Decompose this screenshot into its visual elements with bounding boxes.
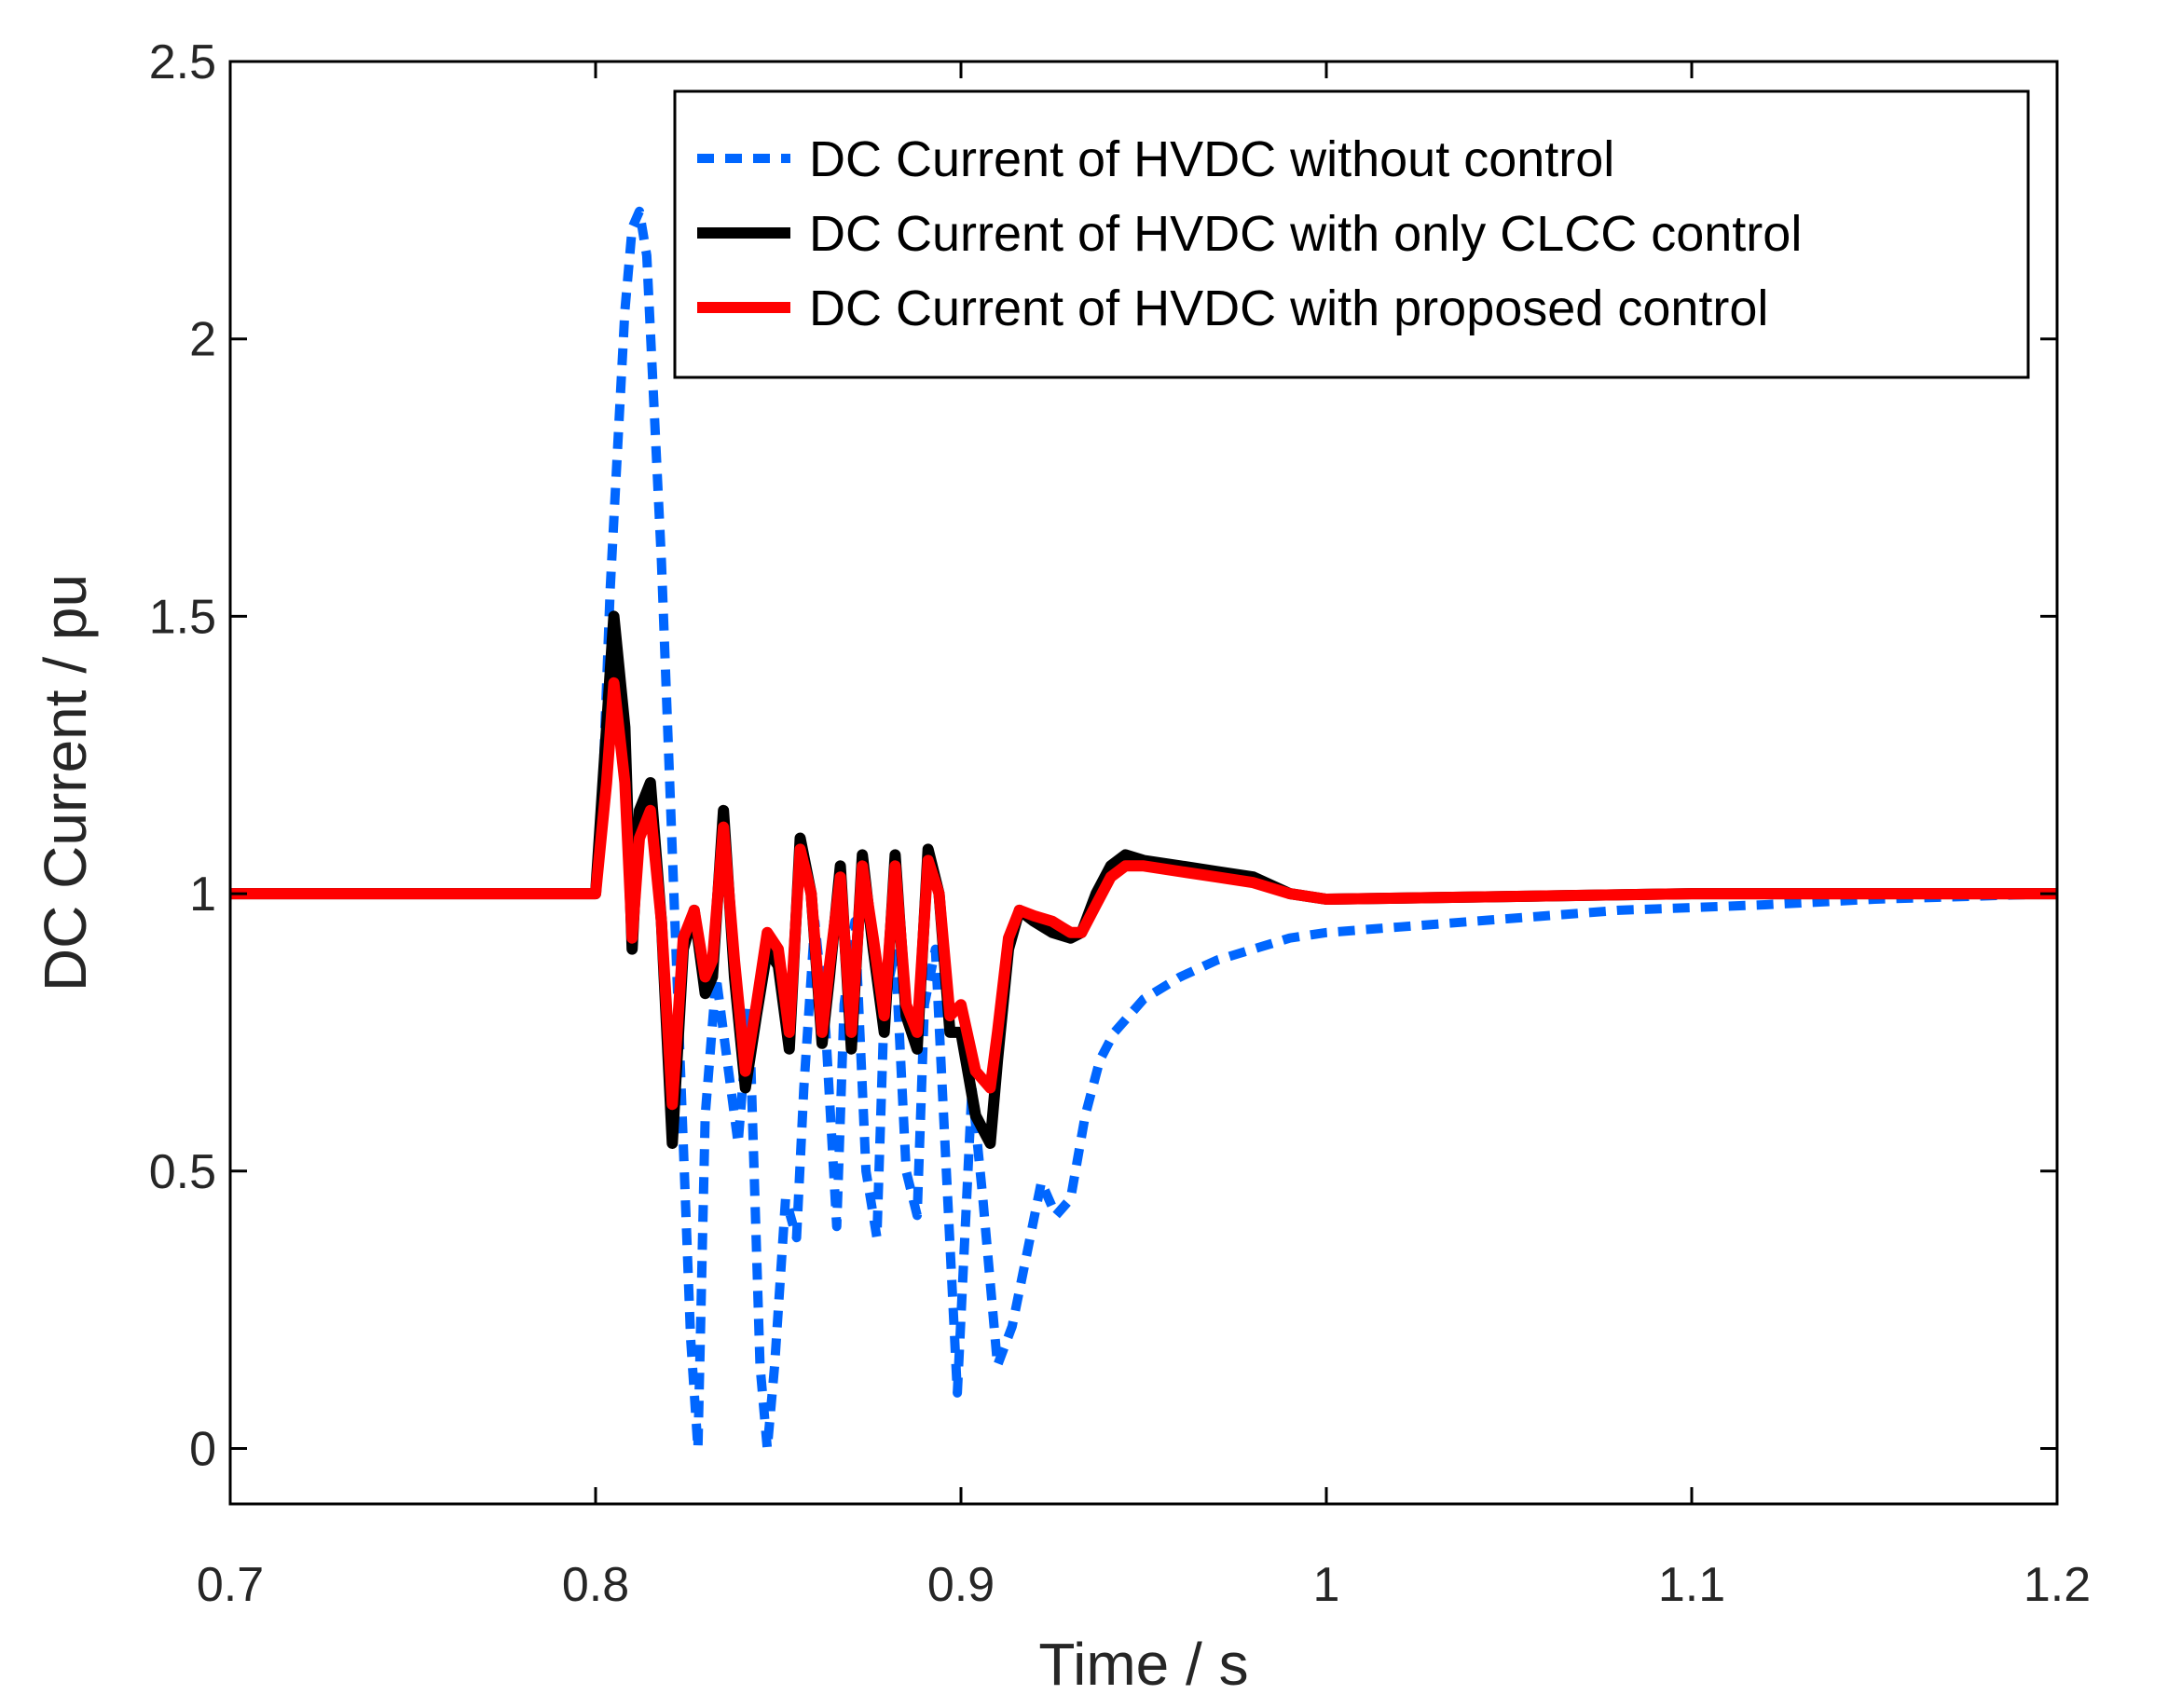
ticks-layer: 0.7 0.8 0.9 1 1.1 1.2 0 0.5 1 1.5 2 2.5 <box>149 35 2091 1612</box>
series-line-3 <box>230 676 2057 1111</box>
x-axis-title: Time / s <box>1038 1631 1248 1698</box>
x-tick-label: 0.8 <box>562 1558 629 1612</box>
legend-label-3: DC Current of HVDC with proposed control <box>809 280 1768 336</box>
x-tick-label: 0.9 <box>927 1558 995 1612</box>
series-layer <box>230 206 2057 1454</box>
y-tick-label: 0 <box>189 1422 216 1476</box>
x-tick-label: 1.1 <box>1658 1558 1725 1612</box>
legend-box <box>673 89 2030 379</box>
y-tick-label: 0.5 <box>149 1145 216 1199</box>
y-tick-label: 2.5 <box>149 35 216 89</box>
y-axis-title: DC Current / pu <box>32 574 99 991</box>
x-tick-label: 1 <box>1313 1558 1340 1612</box>
x-tick-label: 0.7 <box>197 1558 264 1612</box>
plot-frame <box>228 60 2059 1506</box>
x-tick-label: 1.2 <box>2024 1558 2091 1612</box>
legend-label-2: DC Current of HVDC with only CLCC contro… <box>809 206 1802 262</box>
y-tick-label: 1 <box>189 868 216 922</box>
legend: DC Current of HVDC without control DC Cur… <box>673 89 2030 379</box>
y-tick-label: 2 <box>189 313 216 367</box>
legend-label-1: DC Current of HVDC without control <box>809 131 1614 187</box>
y-tick-label: 1.5 <box>149 590 216 644</box>
series-line-1 <box>230 206 2057 1454</box>
